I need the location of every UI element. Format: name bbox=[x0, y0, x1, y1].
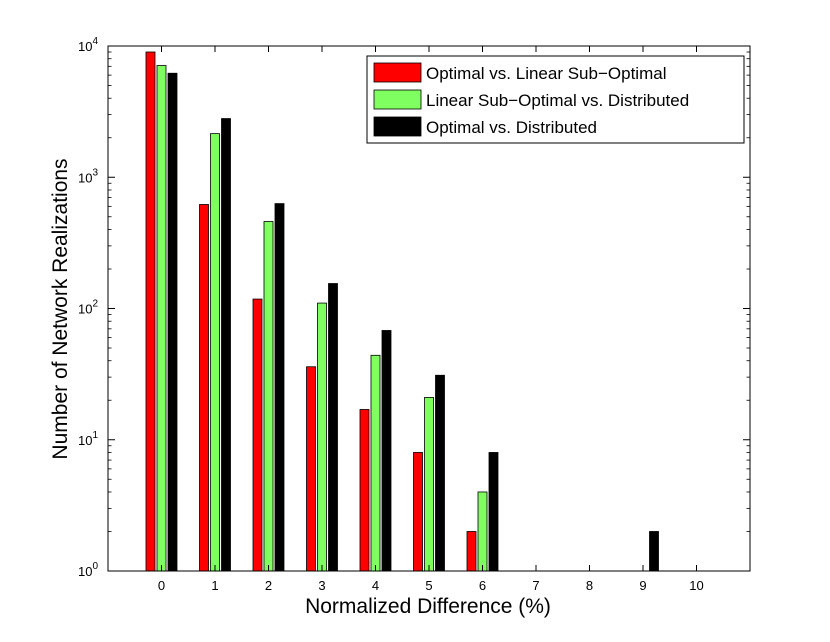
bar-s3-cat-4 bbox=[381, 330, 392, 572]
legend-swatch-2 bbox=[373, 89, 422, 110]
bar-s3-cat-9 bbox=[649, 531, 659, 572]
y-tick-label: 103 bbox=[78, 167, 98, 185]
x-tick-label: 3 bbox=[318, 578, 325, 593]
bar-s3-cat-5 bbox=[435, 374, 445, 572]
x-tick-label: 5 bbox=[425, 578, 432, 593]
legend-label-3: Optimal vs. Distributed bbox=[426, 118, 597, 137]
y-tick-label: 104 bbox=[78, 36, 98, 54]
legend: Optimal vs. Linear Sub−Optimal Linear Sub… bbox=[366, 55, 745, 144]
x-tick-label: 10 bbox=[689, 578, 703, 593]
bar-s1-cat-6 bbox=[466, 531, 477, 572]
bar-s2-cat-0 bbox=[156, 65, 167, 572]
x-tick-label: 1 bbox=[211, 578, 218, 593]
legend-swatch-1 bbox=[373, 62, 422, 83]
y-tick-label: 102 bbox=[78, 299, 98, 317]
bar-s2-cat-2 bbox=[263, 221, 274, 572]
bar-s1-cat-2 bbox=[252, 298, 263, 572]
bar-s1-cat-3 bbox=[306, 366, 316, 572]
bar-s2-cat-6 bbox=[477, 491, 488, 572]
x-axis-ticks: 0 1 2 3 4 5 6 7 8 9 10 bbox=[158, 46, 704, 593]
bar-s3-cat-6 bbox=[488, 452, 499, 572]
bar-s3-cat-3 bbox=[328, 283, 338, 572]
bar-s3-cat-1 bbox=[221, 118, 231, 572]
y-tick-label: 101 bbox=[78, 430, 98, 448]
x-tick-label: 7 bbox=[532, 578, 539, 593]
y-axis-ticks: 100 101 102 103 104 bbox=[78, 36, 750, 579]
x-tick-label: 0 bbox=[158, 578, 165, 593]
legend-box bbox=[366, 55, 745, 144]
legend-swatch-3 bbox=[373, 116, 422, 137]
bar-s1-cat-4 bbox=[359, 409, 370, 572]
bar-s2-cat-1 bbox=[210, 133, 220, 572]
bar-s2-cat-4 bbox=[370, 354, 381, 572]
bar-s1-cat-5 bbox=[413, 452, 423, 572]
bar-s3-cat-2 bbox=[274, 203, 285, 572]
x-axis-title: Normalized Difference (%) bbox=[305, 595, 551, 618]
x-tick-label: 4 bbox=[372, 578, 379, 593]
legend-label-1: Optimal vs. Linear Sub−Optimal bbox=[426, 64, 666, 83]
bar-s2-cat-5 bbox=[424, 397, 434, 572]
y-tick-label: 100 bbox=[78, 561, 98, 579]
bar-s1-cat-0 bbox=[145, 51, 156, 572]
x-tick-label: 9 bbox=[639, 578, 646, 593]
legend-label-2: Linear Sub−Optimal vs. Distributed bbox=[426, 91, 689, 110]
y-axis-title: Number of Network Realizations bbox=[49, 158, 72, 459]
x-tick-label: 6 bbox=[479, 578, 486, 593]
x-tick-label: 2 bbox=[265, 578, 272, 593]
bar-s2-cat-3 bbox=[317, 302, 327, 572]
bar-s3-cat-0 bbox=[167, 72, 178, 572]
x-tick-label: 8 bbox=[586, 578, 593, 593]
bar-s1-cat-1 bbox=[199, 204, 209, 572]
